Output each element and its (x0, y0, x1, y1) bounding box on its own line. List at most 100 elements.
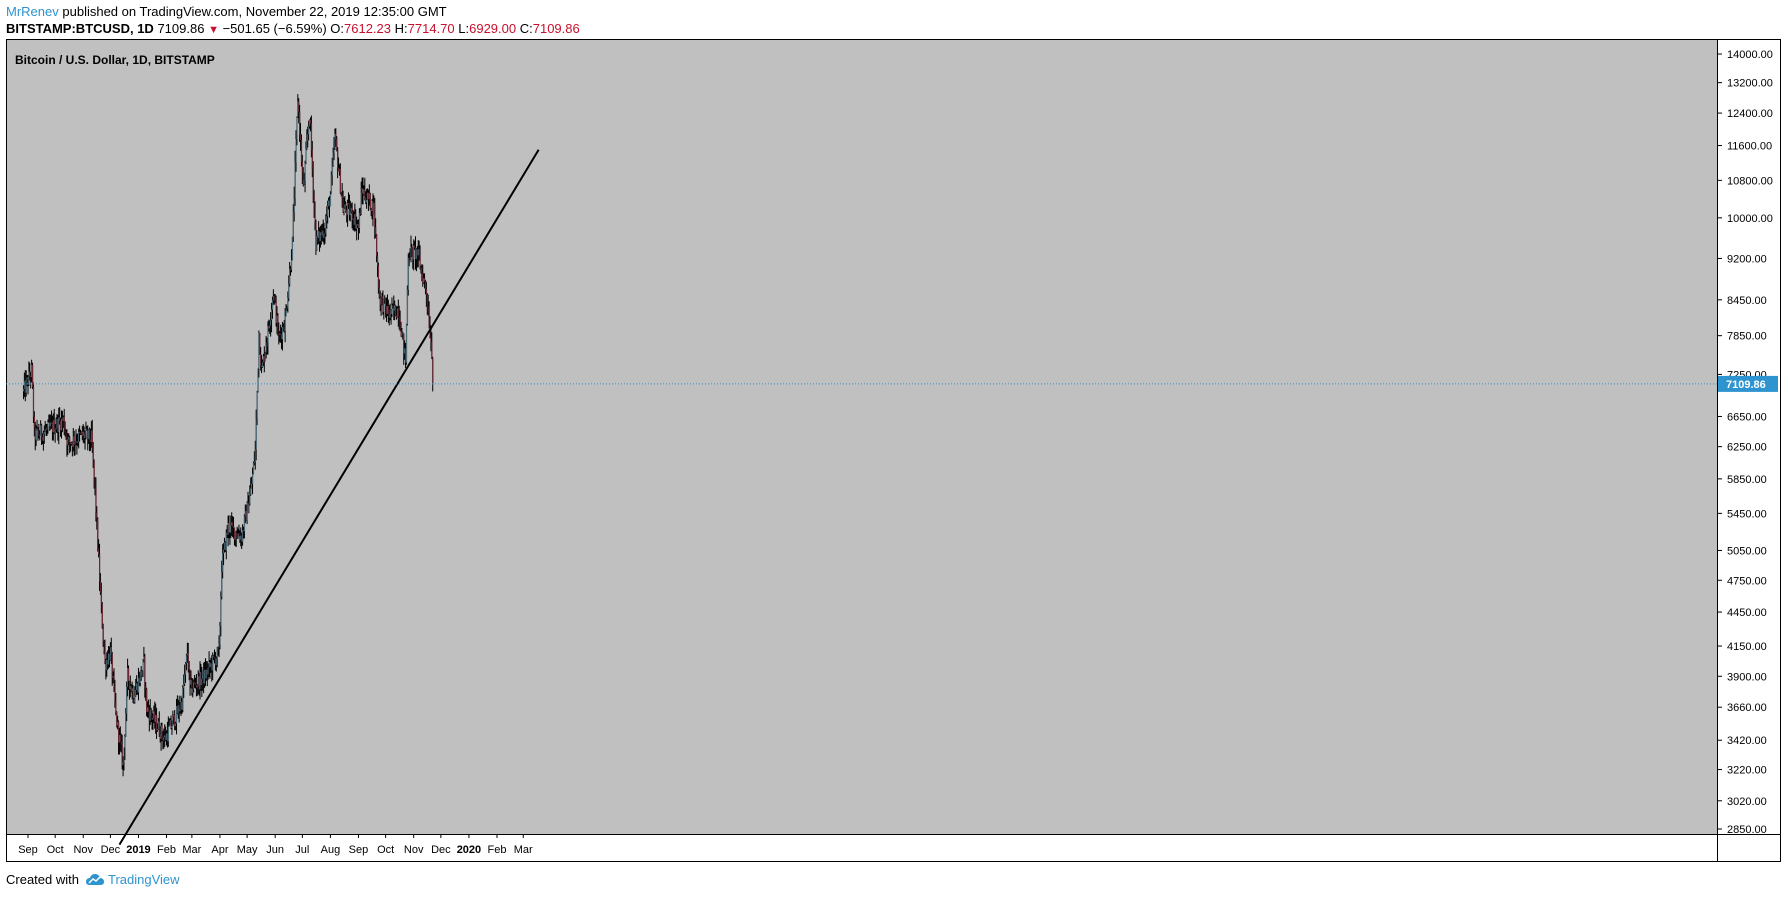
candle-body (185, 663, 187, 675)
tradingview-link[interactable]: TradingView (108, 872, 180, 887)
candle-body (42, 433, 45, 441)
candle-body (338, 169, 341, 171)
low-label: L: (458, 21, 470, 36)
candle-body (374, 203, 376, 228)
candle-body (394, 305, 396, 311)
candle-body (250, 488, 252, 495)
candle-body (277, 315, 279, 334)
candle-body (272, 296, 275, 301)
candle-body (183, 684, 185, 688)
candle-body (115, 701, 117, 712)
candle-body (211, 663, 213, 671)
candle-body (32, 364, 34, 387)
y-tick-label: 7850.00 (1727, 331, 1767, 343)
candle-body (65, 432, 67, 436)
candle-body (380, 297, 382, 305)
candle-body (49, 422, 51, 427)
candle-body (221, 571, 223, 597)
candle-body (342, 198, 344, 212)
candle-body (239, 536, 241, 540)
candle-body (137, 683, 139, 693)
candle-body (194, 682, 197, 686)
x-tick-label: 2019 (126, 844, 150, 856)
candle-body (179, 709, 181, 712)
candle-body (199, 671, 201, 690)
candle-body (346, 210, 348, 215)
candle-body (51, 422, 53, 424)
candle-body (318, 231, 320, 239)
candle-body (341, 194, 343, 199)
candle-body (316, 235, 318, 251)
candle-body (191, 679, 193, 694)
candle-body (219, 626, 221, 645)
candle-body (23, 380, 26, 389)
candle-body (284, 316, 286, 331)
candle-body (90, 430, 93, 443)
candle-body (275, 301, 277, 323)
candle-body (322, 230, 324, 238)
candle-body (185, 655, 188, 664)
candle-body (349, 211, 352, 216)
candle-body (68, 437, 70, 440)
candle-body (294, 162, 296, 199)
candle-body (29, 371, 31, 377)
candle-body (22, 388, 25, 392)
candle-body (357, 224, 360, 228)
candle-body (101, 603, 103, 628)
candle-body (375, 227, 377, 235)
candle-body (197, 676, 199, 686)
candle-body (206, 669, 208, 675)
candle-body (344, 204, 346, 208)
low-value: 6929.00 (469, 21, 517, 36)
candle-body (253, 461, 256, 464)
author-link[interactable]: MrRenev (6, 4, 59, 19)
created-with-text: Created with (6, 872, 79, 887)
candle-body (416, 249, 419, 256)
candle-body (175, 705, 178, 724)
candle-body (426, 294, 428, 307)
candle-body (108, 653, 111, 661)
candle-body (338, 167, 340, 171)
candle-body (417, 249, 419, 256)
candle-body (233, 527, 236, 540)
candle-body (218, 644, 220, 648)
candle-body (370, 209, 372, 212)
candle-body (37, 428, 39, 433)
candle-body (43, 431, 45, 434)
candle-body (398, 316, 400, 320)
candle-body (69, 437, 71, 443)
candle-body (289, 269, 291, 285)
candle-body (137, 677, 140, 693)
y-tick-label: 6250.00 (1727, 442, 1767, 454)
candle-body (252, 463, 255, 474)
open-value: 7612.23 (344, 21, 392, 36)
candle-body (238, 533, 240, 537)
candle-body (304, 163, 306, 181)
support-trendline[interactable] (118, 149, 540, 846)
candle-body (27, 377, 29, 385)
candle-body (280, 333, 282, 335)
candle-body (401, 332, 403, 337)
candle-body (350, 207, 352, 212)
candle-body (157, 721, 160, 729)
candle-body (26, 377, 28, 380)
candle-body (336, 139, 338, 151)
candle-body (227, 522, 229, 535)
candle-body (207, 668, 209, 675)
candle-body (156, 728, 159, 731)
candle-body (123, 747, 125, 763)
candle-body (62, 417, 65, 421)
candle-body (378, 287, 380, 298)
candle-body (167, 726, 170, 742)
candle-body (132, 688, 134, 700)
candle-body (385, 298, 387, 307)
x-tick-label: Jun (266, 844, 284, 856)
candle-body (399, 319, 401, 330)
open-label: O: (330, 21, 345, 36)
candle-body (424, 278, 426, 282)
candle-body (287, 297, 289, 308)
candle-body (188, 669, 190, 671)
y-tick-label: 9200.00 (1727, 253, 1767, 265)
candle-body (369, 193, 371, 210)
